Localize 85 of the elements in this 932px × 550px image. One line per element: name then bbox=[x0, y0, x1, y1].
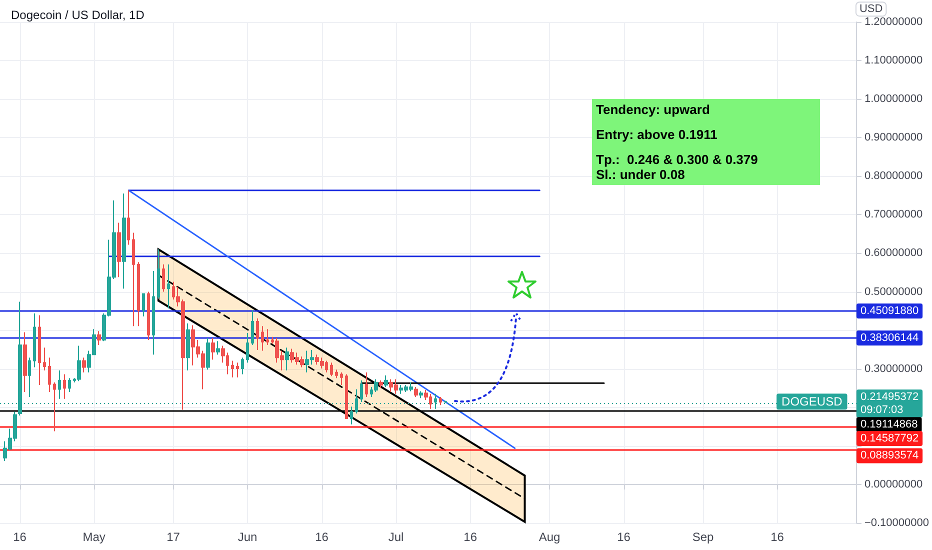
candlestick bbox=[330, 362, 333, 377]
candlestick bbox=[152, 270, 155, 356]
candlestick bbox=[216, 340, 220, 356]
ref-line-label: 0.21495372 09:07:03 bbox=[860, 391, 919, 416]
ref-line-label: 0.08893574 bbox=[860, 450, 919, 462]
candlestick bbox=[162, 264, 165, 292]
candlestick bbox=[236, 362, 239, 378]
y-tick-label: 0.60000000 bbox=[864, 247, 923, 260]
candlestick bbox=[256, 318, 259, 350]
candlestick bbox=[355, 388, 358, 414]
candlestick bbox=[117, 222, 121, 278]
y-tick-label: 1.20000000 bbox=[864, 16, 923, 28]
candlestick bbox=[122, 192, 126, 290]
x-tick-label: Jun bbox=[238, 530, 258, 544]
candlestick bbox=[137, 262, 140, 327]
candlestick bbox=[186, 322, 190, 371]
candlestick bbox=[132, 232, 135, 327]
x-tick-label: Aug bbox=[538, 530, 560, 544]
candlestick bbox=[231, 360, 234, 378]
candlestick bbox=[335, 369, 338, 379]
ref-line-label: 0.19114868 bbox=[860, 418, 918, 431]
annotation: Tendency: upward bbox=[596, 102, 711, 117]
y-tick-label: 0.70000000 bbox=[864, 208, 923, 221]
candlestick bbox=[142, 293, 145, 317]
ref-line-label: 0.45091880 bbox=[860, 305, 919, 318]
annotation: Entry: above 0.1911 bbox=[596, 127, 718, 142]
x-tick-label: 16 bbox=[770, 530, 784, 544]
candlestick bbox=[147, 291, 150, 340]
candlestick bbox=[157, 248, 160, 300]
candlestick bbox=[251, 310, 254, 346]
candlestick bbox=[127, 190, 130, 246]
candlestick bbox=[82, 357, 86, 373]
y-tick-label: 0.00000000 bbox=[864, 478, 923, 490]
candlestick bbox=[350, 406, 353, 425]
y-tick-label: 0.90000000 bbox=[864, 132, 923, 144]
ref-line-label: 0.14587792 bbox=[860, 432, 919, 445]
annotation: DOGEUSD bbox=[782, 394, 843, 409]
candlestick bbox=[77, 345, 81, 382]
annotation: Sl.: under 0.08 bbox=[596, 167, 686, 182]
candlestick bbox=[38, 314, 41, 386]
chart-title: Dogecoin / US Dollar, 1D bbox=[11, 8, 145, 22]
y-tick-label: 1.00000000 bbox=[864, 93, 923, 106]
candlestick bbox=[241, 357, 244, 375]
x-tick-label: Sep bbox=[692, 530, 714, 544]
candlestick bbox=[266, 328, 269, 346]
candlestick bbox=[28, 357, 31, 398]
candlestick bbox=[206, 338, 210, 370]
candlestick bbox=[63, 374, 66, 400]
candlestick bbox=[419, 390, 423, 399]
y-tick-label: 0.30000000 bbox=[864, 362, 923, 375]
y-tick-label: 0.80000000 bbox=[864, 170, 923, 182]
candlestick bbox=[43, 347, 46, 371]
y-tick-label: 1.10000000 bbox=[864, 54, 923, 67]
candlestick bbox=[360, 380, 363, 402]
candlestick bbox=[68, 378, 71, 392]
candlestick bbox=[97, 330, 101, 346]
y-axis-title: USD bbox=[859, 3, 883, 16]
candlestick bbox=[340, 372, 343, 386]
candlestick bbox=[48, 357, 51, 392]
candlestick bbox=[285, 347, 289, 371]
candlestick bbox=[58, 370, 61, 400]
candlestick bbox=[379, 380, 383, 389]
ref-line-label: 0.38306144 bbox=[860, 332, 919, 344]
candlestick bbox=[345, 374, 348, 420]
x-tick-label: Jul bbox=[388, 530, 404, 544]
candlestick bbox=[439, 396, 442, 406]
candlestick bbox=[23, 332, 27, 392]
y-tick-label: −0.10000000 bbox=[864, 517, 930, 529]
candlestick bbox=[261, 326, 264, 352]
candlestick bbox=[384, 374, 388, 388]
x-tick-label: 16 bbox=[13, 530, 27, 544]
candlestick bbox=[365, 372, 368, 398]
candlestick bbox=[53, 382, 56, 432]
y-tick-label: 0.50000000 bbox=[864, 286, 923, 298]
annotation: Tp.: 0.246 & 0.300 & 0.379 bbox=[596, 152, 759, 167]
candlestick bbox=[414, 386, 418, 398]
x-tick-label: May bbox=[82, 530, 106, 544]
x-tick-label: 16 bbox=[464, 530, 478, 544]
candlestick bbox=[33, 312, 36, 368]
candlestick bbox=[167, 264, 170, 309]
x-tick-label: 16 bbox=[617, 530, 631, 544]
x-tick-label: 16 bbox=[315, 530, 329, 544]
candlestick bbox=[246, 332, 249, 364]
x-tick-label: 17 bbox=[166, 530, 180, 544]
candlestick bbox=[211, 338, 215, 360]
